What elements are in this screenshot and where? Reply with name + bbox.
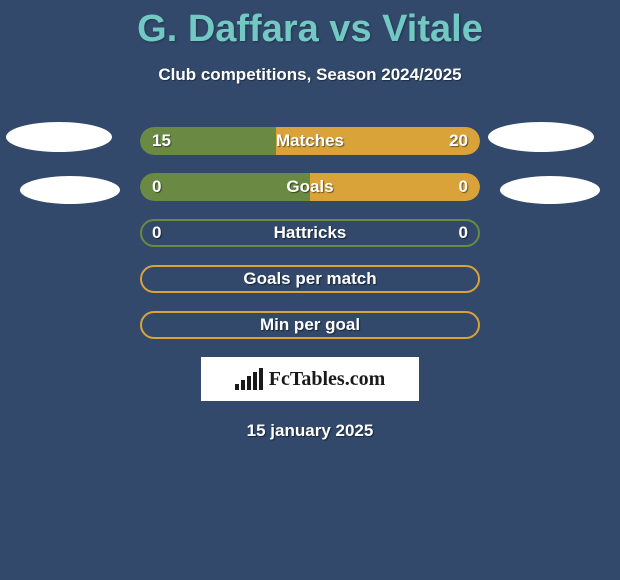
stat-row: 00Hattricks (140, 219, 480, 247)
stat-label: Matches (140, 127, 480, 155)
logo-text: FcTables.com (269, 368, 385, 391)
logo-bar-segment (235, 384, 239, 390)
stat-label: Min per goal (140, 311, 480, 339)
player-ellipse (488, 122, 594, 152)
player-ellipse (500, 176, 600, 204)
subtitle: Club competitions, Season 2024/2025 (0, 65, 620, 85)
stat-row: 00Goals (140, 173, 480, 201)
logo-bar-segment (253, 372, 257, 390)
stat-label: Goals per match (140, 265, 480, 293)
logo-bar-segment (241, 380, 245, 390)
logo-bar-segment (247, 376, 251, 390)
player-ellipse (6, 122, 112, 152)
stat-label: Hattricks (140, 219, 480, 247)
page-title: G. Daffara vs Vitale (0, 0, 620, 51)
stat-row: 1520Matches (140, 127, 480, 155)
stat-rows: 1520Matches 00Goals 00Hattricks Goals per m… (0, 127, 620, 339)
stat-row: Goals per match (140, 265, 480, 293)
date-text: 15 january 2025 (0, 421, 620, 441)
stat-row: Min per goal (140, 311, 480, 339)
chart-icon (235, 368, 263, 390)
stat-label: Goals (140, 173, 480, 201)
logo-bar-segment (259, 368, 263, 390)
player-ellipse (20, 176, 120, 204)
logo-box: FcTables.com (201, 357, 419, 401)
